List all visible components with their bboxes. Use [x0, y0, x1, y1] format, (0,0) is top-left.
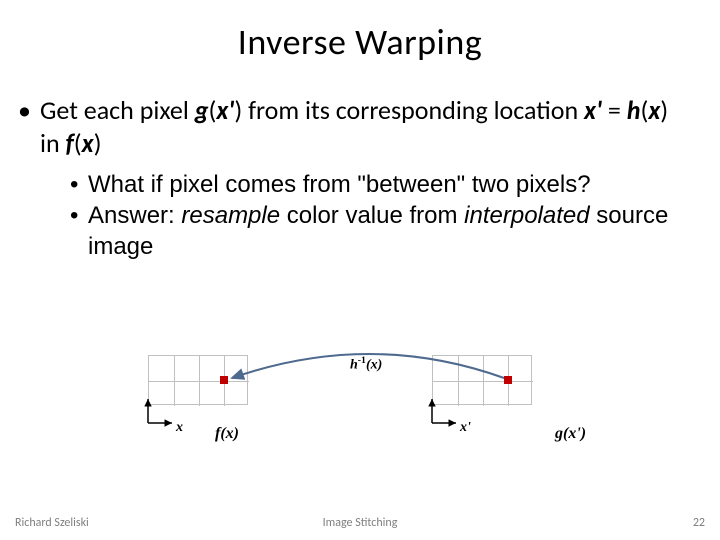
x2: x': [584, 94, 602, 126]
x1: x': [216, 94, 234, 126]
text: Get each pixel: [40, 94, 195, 126]
main-bullet: Get each pixel g ( x') from its correspond…: [0, 64, 720, 159]
text: ) from its corresponding location: [234, 94, 584, 126]
post: (x): [366, 358, 382, 373]
diagram: h-1(x) x x' f(x) g(x'): [0, 340, 720, 490]
sub-bullet-2: Answer: resample color value from interp…: [70, 200, 690, 262]
text: Answer:: [88, 202, 181, 229]
footer-page: 22: [693, 516, 705, 530]
right-axis: [422, 395, 462, 435]
text: color value from: [280, 202, 464, 229]
arrow-label: h-1(x): [350, 355, 382, 374]
sub-bullet-1: What if pixel comes from "between" two p…: [70, 169, 690, 200]
h-label: h: [350, 358, 358, 373]
eq: =: [602, 94, 627, 126]
x-label-right: x': [460, 420, 471, 436]
footer-title: Image Stitching: [323, 516, 398, 530]
x3: x: [648, 94, 660, 126]
x4: x: [82, 127, 94, 159]
sup: -1: [358, 355, 366, 366]
resample: resample: [181, 202, 280, 229]
g: g: [195, 94, 209, 126]
slide-title: Inverse Warping: [0, 0, 720, 64]
gx-label: g(x'): [555, 425, 586, 443]
h: h: [627, 94, 641, 126]
footer-author: Richard Szeliski: [15, 516, 89, 530]
fx-label: f(x): [215, 425, 239, 443]
interpolated: interpolated: [464, 202, 589, 229]
left-axis: [138, 395, 178, 435]
paren: (: [74, 127, 82, 159]
x-label-left: x: [176, 420, 183, 436]
paren: ): [94, 127, 102, 159]
sub-bullets: What if pixel comes from "between" two p…: [0, 159, 720, 263]
f: f: [66, 127, 74, 159]
